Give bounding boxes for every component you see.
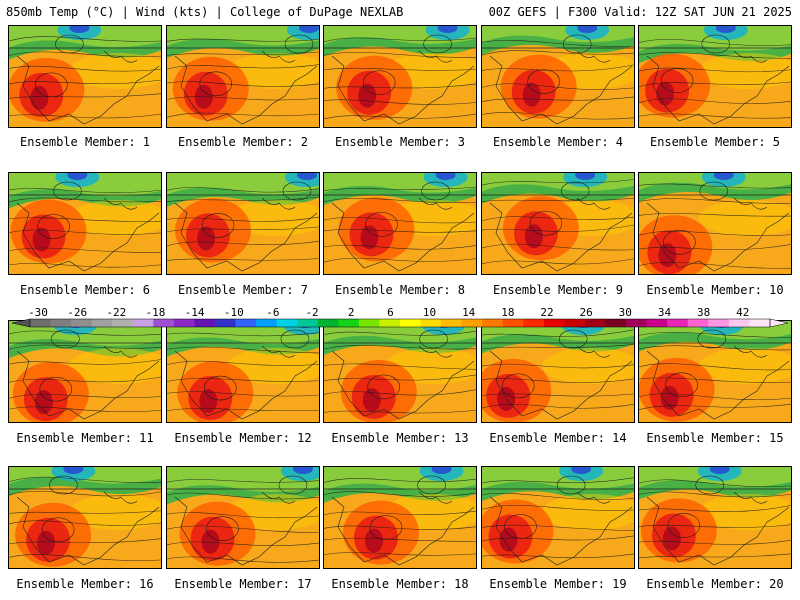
colorbar-tick-label: 42 bbox=[736, 306, 749, 319]
map-title: 850mb Temp (°C) | Wind (kts) | College o… bbox=[6, 5, 404, 19]
colorbar-tick-label: 18 bbox=[501, 306, 514, 319]
ensemble-member-label: Ensemble Member: 18 bbox=[331, 577, 469, 591]
colorbar-tick-label: 34 bbox=[658, 306, 672, 319]
ensemble-member-label: Ensemble Member: 17 bbox=[174, 577, 312, 591]
ensemble-member-label: Ensemble Member: 4 bbox=[492, 135, 624, 149]
colorbar-tick-label: -22 bbox=[106, 306, 126, 319]
ensemble-map-panel bbox=[481, 466, 635, 569]
ensemble-member-label: Ensemble Member: 5 bbox=[649, 135, 781, 149]
colorbar-tick-label: -18 bbox=[146, 306, 166, 319]
colorbar-tick-label: -10 bbox=[224, 306, 244, 319]
ensemble-member-label: Ensemble Member: 19 bbox=[489, 577, 627, 591]
ensemble-map-panel bbox=[8, 320, 162, 423]
colorbar-tick-label: -30 bbox=[28, 306, 48, 319]
ensemble-member-label: Ensemble Member: 9 bbox=[492, 283, 624, 297]
colorbar-tick-label: 26 bbox=[580, 306, 593, 319]
colorbar-tick-label: 14 bbox=[462, 306, 476, 319]
colorbar-tick-label: 6 bbox=[387, 306, 394, 319]
ensemble-map-panel bbox=[638, 466, 792, 569]
colorbar-tick-label: -6 bbox=[266, 306, 279, 319]
colorbar-tick-label: 30 bbox=[619, 306, 632, 319]
ensemble-map-panel bbox=[323, 466, 477, 569]
ensemble-map-panel bbox=[638, 172, 792, 275]
ensemble-member-label: Ensemble Member: 11 bbox=[16, 431, 154, 445]
ensemble-map-panel bbox=[323, 25, 477, 128]
ensemble-member-label: Ensemble Member: 16 bbox=[16, 577, 154, 591]
ensemble-map-panel bbox=[166, 25, 320, 128]
colorbar-tick-label: 2 bbox=[348, 306, 355, 319]
ensemble-map-panel bbox=[323, 320, 477, 423]
ensemble-map-panel bbox=[8, 25, 162, 128]
temperature-colorbar: -30 -26 -22 -18 -14 -10 -6 -2 2 6 10 14 18 22 26 30 34 38… bbox=[11, 306, 789, 328]
ensemble-member-label: Ensemble Member: 6 bbox=[19, 283, 151, 297]
ensemble-map-panel bbox=[166, 172, 320, 275]
ensemble-map-panel bbox=[638, 320, 792, 423]
ensemble-member-label: Ensemble Member: 15 bbox=[646, 431, 784, 445]
colorbar-tick-label: -14 bbox=[185, 306, 205, 319]
ensemble-member-label: Ensemble Member: 12 bbox=[174, 431, 312, 445]
ensemble-member-label: Ensemble Member: 8 bbox=[334, 283, 466, 297]
ensemble-member-label: Ensemble Member: 13 bbox=[331, 431, 469, 445]
ensemble-map-panel bbox=[481, 320, 635, 423]
colorbar-tick-label: 22 bbox=[540, 306, 553, 319]
ensemble-map-panel bbox=[638, 25, 792, 128]
ensemble-map-panel bbox=[481, 25, 635, 128]
model-run-info: 00Z GEFS | F300 Valid: 12Z SAT JUN 21 20… bbox=[488, 5, 792, 19]
ensemble-member-label: Ensemble Member: 2 bbox=[177, 135, 309, 149]
colorbar-tick-label: 38 bbox=[697, 306, 710, 319]
ensemble-member-label: Ensemble Member: 7 bbox=[177, 283, 309, 297]
ensemble-member-label: Ensemble Member: 20 bbox=[646, 577, 784, 591]
colorbar-tick-label: -26 bbox=[67, 306, 87, 319]
colorbar-tick-label: 10 bbox=[423, 306, 436, 319]
colorbar-tick-label: -2 bbox=[305, 306, 318, 319]
ensemble-member-label: Ensemble Member: 10 bbox=[646, 283, 784, 297]
ensemble-map-panel bbox=[166, 320, 320, 423]
ensemble-map-panel bbox=[481, 172, 635, 275]
ensemble-member-label: Ensemble Member: 1 bbox=[19, 135, 151, 149]
ensemble-map-panel bbox=[323, 172, 477, 275]
ensemble-map-panel bbox=[166, 466, 320, 569]
ensemble-member-label: Ensemble Member: 14 bbox=[489, 431, 627, 445]
ensemble-member-label: Ensemble Member: 3 bbox=[334, 135, 466, 149]
ensemble-map-panel bbox=[8, 466, 162, 569]
ensemble-map-panel bbox=[8, 172, 162, 275]
